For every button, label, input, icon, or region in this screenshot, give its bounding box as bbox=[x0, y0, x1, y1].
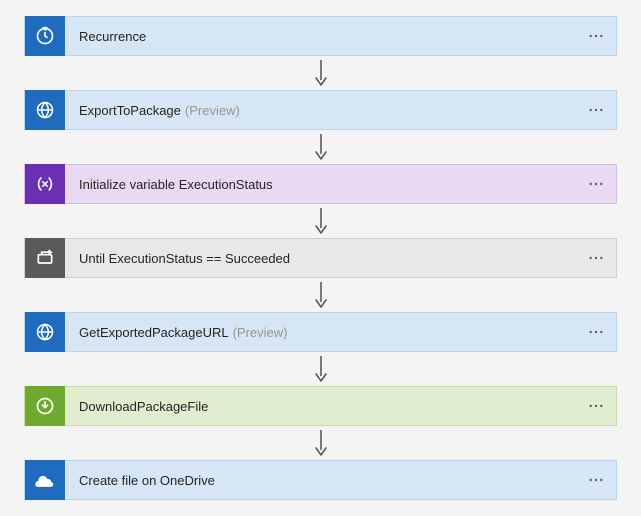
step-label: Until ExecutionStatus == Succeeded bbox=[65, 251, 576, 266]
onedrive-icon bbox=[25, 460, 65, 500]
preview-badge: (Preview) bbox=[185, 103, 240, 118]
step-menu-button[interactable] bbox=[576, 312, 616, 352]
download-icon bbox=[25, 386, 65, 426]
clock-icon bbox=[25, 16, 65, 56]
flow-step-until-exec-status[interactable]: Until ExecutionStatus == Succeeded bbox=[24, 238, 617, 278]
flow-step-init-var-exec-status[interactable]: Initialize variable ExecutionStatus bbox=[24, 164, 617, 204]
step-label-text: ExportToPackage bbox=[79, 103, 181, 118]
globe-icon bbox=[25, 90, 65, 130]
flow-step-export-to-package[interactable]: ExportToPackage (Preview) bbox=[24, 90, 617, 130]
flow-arrow bbox=[24, 130, 617, 164]
flow-step-recurrence[interactable]: Recurrence bbox=[24, 16, 617, 56]
flow-container: Recurrence ExportToPackage (Preview) Initia… bbox=[24, 16, 617, 500]
step-menu-button[interactable] bbox=[576, 386, 616, 426]
flow-arrow bbox=[24, 56, 617, 90]
step-label: Initialize variable ExecutionStatus bbox=[65, 177, 576, 192]
flow-arrow bbox=[24, 352, 617, 386]
step-label-text: Until ExecutionStatus == Succeeded bbox=[79, 251, 290, 266]
step-menu-button[interactable] bbox=[576, 90, 616, 130]
flow-arrow bbox=[24, 204, 617, 238]
step-label-text: Create file on OneDrive bbox=[79, 473, 215, 488]
step-label: DownloadPackageFile bbox=[65, 399, 576, 414]
step-menu-button[interactable] bbox=[576, 16, 616, 56]
variable-icon bbox=[25, 164, 65, 204]
step-label: Recurrence bbox=[65, 29, 576, 44]
step-label: Create file on OneDrive bbox=[65, 473, 576, 488]
step-label-text: DownloadPackageFile bbox=[79, 399, 208, 414]
step-menu-button[interactable] bbox=[576, 460, 616, 500]
loop-icon bbox=[25, 238, 65, 278]
step-label-text: Recurrence bbox=[79, 29, 146, 44]
globe-icon bbox=[25, 312, 65, 352]
flow-step-get-exported-package-url[interactable]: GetExportedPackageURL (Preview) bbox=[24, 312, 617, 352]
step-label-text: GetExportedPackageURL bbox=[79, 325, 229, 340]
step-label: GetExportedPackageURL (Preview) bbox=[65, 325, 576, 340]
flow-arrow bbox=[24, 278, 617, 312]
preview-badge: (Preview) bbox=[233, 325, 288, 340]
flow-step-create-file-onedrive[interactable]: Create file on OneDrive bbox=[24, 460, 617, 500]
step-label: ExportToPackage (Preview) bbox=[65, 103, 576, 118]
flow-arrow bbox=[24, 426, 617, 460]
step-menu-button[interactable] bbox=[576, 164, 616, 204]
step-menu-button[interactable] bbox=[576, 238, 616, 278]
flow-step-download-package-file[interactable]: DownloadPackageFile bbox=[24, 386, 617, 426]
step-label-text: Initialize variable ExecutionStatus bbox=[79, 177, 273, 192]
